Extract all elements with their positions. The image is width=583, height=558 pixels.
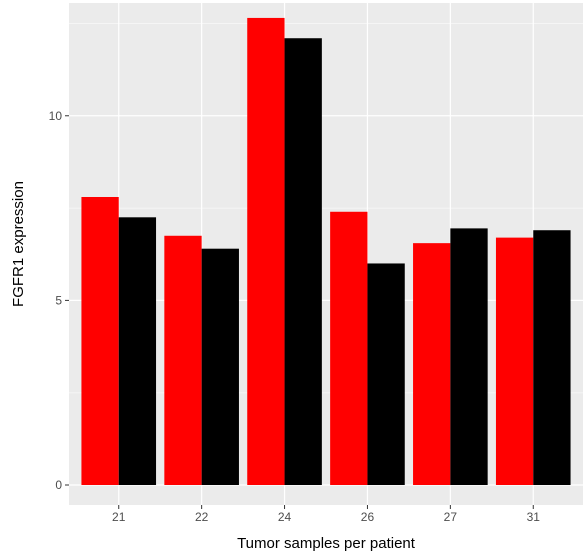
bar-31-series-1 — [495, 237, 534, 485]
x-tick-label: 26 — [361, 510, 375, 524]
x-tick-label: 21 — [112, 510, 126, 524]
x-tick-label: 27 — [444, 510, 458, 524]
bar-24-series-2 — [284, 38, 322, 485]
bar-24-series-1 — [247, 17, 285, 486]
x-axis-title: Tumor samples per patient — [237, 535, 416, 552]
bar-26-series-1 — [330, 211, 368, 485]
y-tick-label: 5 — [55, 293, 62, 307]
x-tick-label: 24 — [278, 510, 292, 524]
x-axis: 21 22 24 26 27 31 — [112, 505, 540, 524]
y-tick-label: 0 — [55, 478, 62, 492]
bar-21-series-2 — [118, 217, 157, 486]
bar-22-series-2 — [201, 248, 239, 485]
x-tick-label: 31 — [527, 510, 541, 524]
bar-27-series-1 — [413, 243, 451, 485]
bar-31-series-2 — [533, 230, 571, 485]
bars — [81, 17, 571, 486]
y-tick-label: 10 — [49, 109, 63, 123]
bar-27-series-2 — [450, 228, 488, 485]
x-tick-label: 22 — [195, 510, 209, 524]
bar-26-series-2 — [367, 263, 405, 485]
bar-21-series-1 — [81, 197, 119, 485]
y-axis-title: FGFR1 expression — [10, 181, 27, 307]
bar-22-series-1 — [164, 235, 202, 485]
y-axis: 0 5 10 — [49, 109, 69, 492]
